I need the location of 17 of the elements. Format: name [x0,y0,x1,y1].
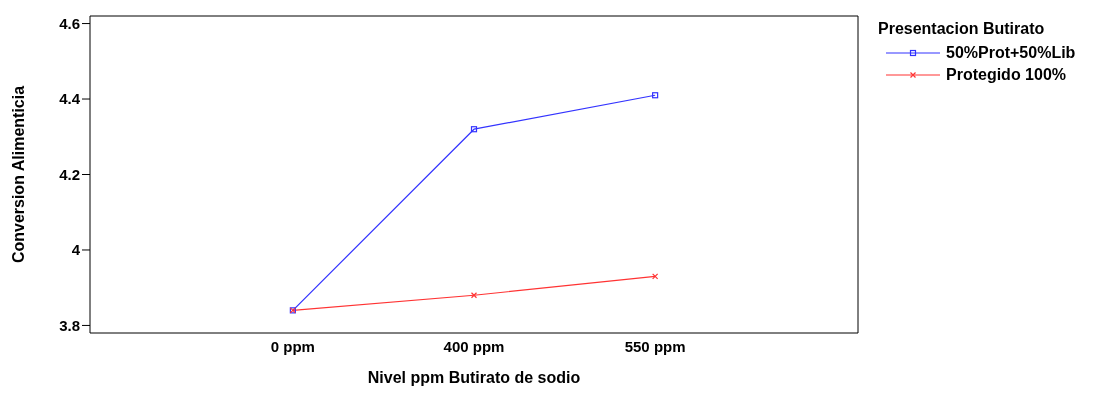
x-tick-label: 400 ppm [443,337,505,355]
x-axis-title: Nivel ppm Butirato de sodio [367,369,581,386]
y-tick-label: 4 [71,241,81,259]
legend-label: 50%Prot+50%Lib [946,44,1076,62]
point [652,92,659,99]
legend-title: Presentacion Butirato [878,20,1046,38]
y-tick-label: 4.2 [59,165,80,183]
y-tick-label: 4.6 [59,14,80,32]
x-tick-label: 550 ppm [624,337,686,355]
y-axis-title: Conversion Alimenticia [9,85,27,264]
point [470,292,478,299]
point [470,126,478,133]
x-tick-label: 0 ppm [270,337,315,355]
legend-label: Protegido 100% [946,66,1067,84]
y-tick-label: 3.8 [59,316,80,334]
point [652,273,659,280]
y-tick-label: 4.4 [59,90,81,108]
